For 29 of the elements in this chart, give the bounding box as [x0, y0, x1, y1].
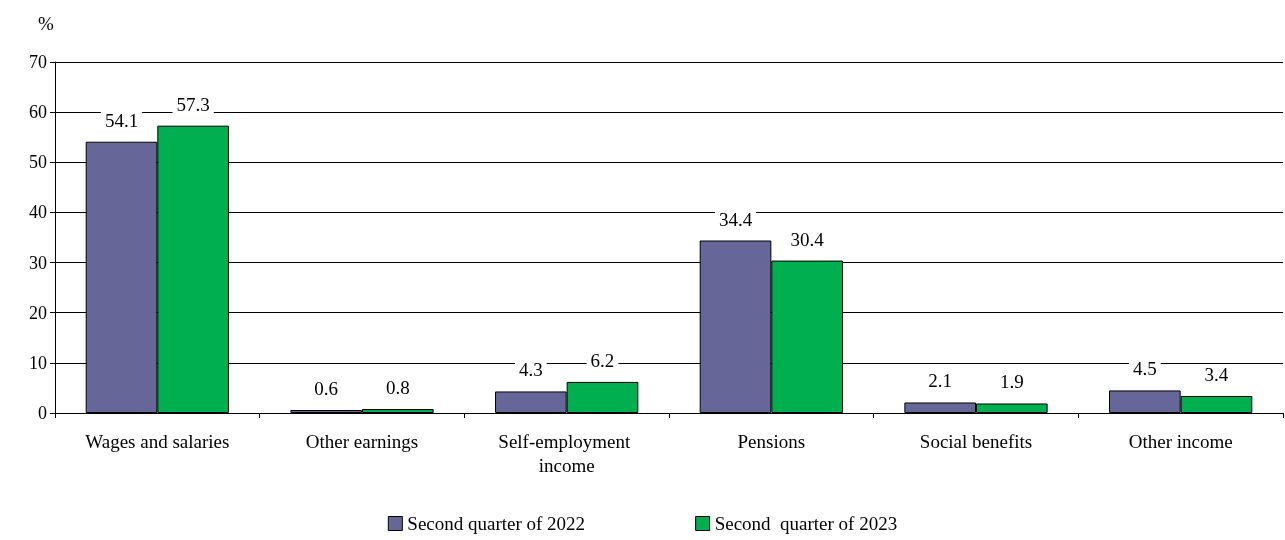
- legend-label: Second quarter of 2023: [714, 513, 898, 534]
- x-tick-label: Other earnings: [305, 430, 419, 452]
- data-label: 3.4: [1204, 363, 1229, 385]
- y-tick-label: 50: [29, 152, 47, 173]
- y-tick-label: 60: [29, 102, 47, 123]
- data-label: 4.3: [518, 359, 543, 381]
- legend-label: Second quarter of 2022: [407, 513, 586, 534]
- x-tick-label: Wages and salaries: [85, 430, 230, 452]
- data-label: 54.1: [104, 109, 139, 131]
- data-label: 6.2: [590, 349, 615, 371]
- y-tick-label: 20: [29, 302, 47, 323]
- x-tick-label: Social benefits: [919, 430, 1033, 452]
- data-label: 1.9: [999, 371, 1024, 393]
- y-tick-label: 30: [29, 252, 47, 273]
- data-label: 30.4: [790, 228, 825, 250]
- x-tick-label: Other income: [1128, 430, 1233, 452]
- data-label: 2.1: [928, 370, 953, 392]
- x-tick-label: Self-employment income: [498, 430, 635, 476]
- data-label: 4.5: [1132, 358, 1157, 380]
- y-tick-label: 0: [38, 403, 47, 423]
- data-label: 0.8: [385, 376, 410, 398]
- y-axis-title: %: [38, 13, 54, 34]
- data-label: 0.6: [314, 377, 339, 399]
- y-tick-label: 70: [29, 52, 47, 72]
- y-tick-label: 10: [29, 352, 47, 373]
- x-tick-label: Pensions: [737, 430, 806, 452]
- data-label: 34.4: [718, 208, 753, 230]
- y-tick-label: 40: [29, 202, 47, 223]
- data-label: 57.3: [176, 93, 210, 115]
